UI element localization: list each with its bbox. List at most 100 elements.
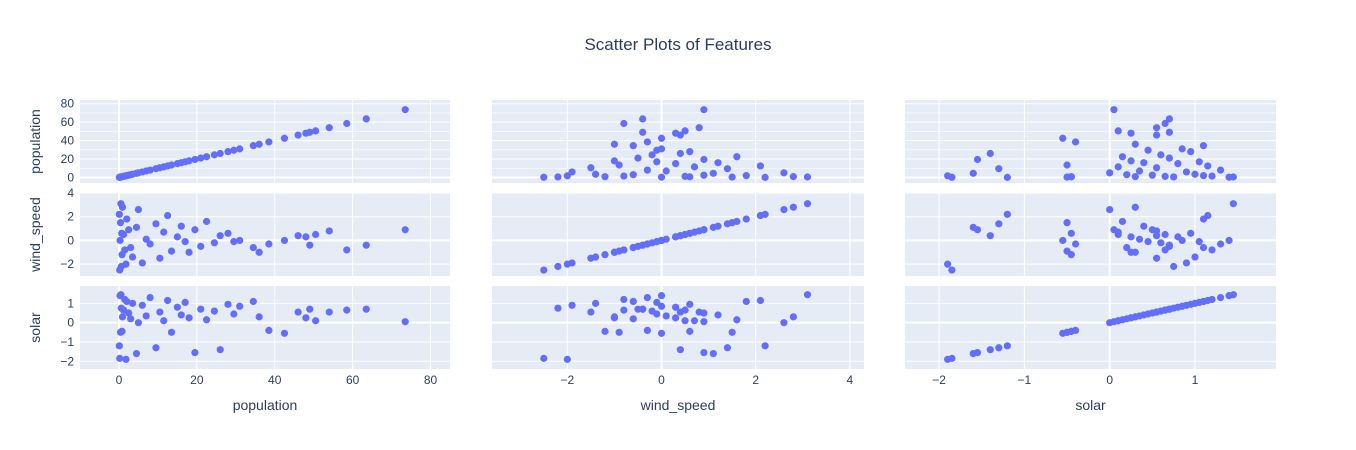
- point: [639, 128, 647, 136]
- point: [134, 206, 143, 214]
- point: [1106, 206, 1114, 214]
- point: [121, 295, 129, 304]
- point: [1195, 158, 1203, 166]
- point: [700, 318, 708, 326]
- point: [116, 236, 124, 245]
- point: [1204, 162, 1212, 170]
- point: [127, 315, 135, 323]
- point: [568, 301, 576, 309]
- point: [662, 312, 670, 320]
- point: [686, 148, 694, 156]
- point: [160, 317, 168, 325]
- point: [610, 157, 619, 165]
- point: [1131, 313, 1139, 321]
- point: [700, 155, 708, 164]
- point: [657, 292, 666, 300]
- point: [167, 161, 176, 169]
- point: [236, 145, 244, 153]
- point: [1165, 115, 1173, 123]
- point: [1165, 241, 1173, 249]
- point: [117, 304, 125, 312]
- point: [969, 169, 977, 177]
- point: [1199, 297, 1208, 306]
- point: [197, 154, 205, 162]
- point: [1114, 127, 1122, 135]
- point: [742, 297, 750, 306]
- point: [714, 311, 722, 319]
- point: [610, 140, 619, 148]
- point: [601, 251, 609, 259]
- point: [401, 106, 409, 114]
- point: [312, 230, 320, 239]
- point: [789, 203, 797, 211]
- point: [686, 327, 694, 335]
- point: [629, 171, 637, 179]
- point: [1157, 151, 1165, 159]
- point: [629, 243, 637, 252]
- point: [224, 300, 232, 308]
- point: [728, 173, 736, 181]
- point: [1191, 299, 1199, 307]
- point: [1067, 173, 1075, 181]
- point: [1204, 211, 1212, 220]
- point: [255, 313, 263, 321]
- point: [620, 246, 628, 254]
- point: [686, 300, 694, 308]
- point: [700, 309, 708, 317]
- point: [210, 307, 218, 315]
- point: [610, 313, 619, 321]
- point: [362, 241, 370, 249]
- point: [639, 305, 647, 313]
- point: [249, 297, 257, 306]
- point: [210, 239, 218, 247]
- point: [325, 308, 333, 316]
- point: [648, 151, 656, 159]
- point: [160, 228, 168, 236]
- point: [1140, 222, 1148, 230]
- point: [167, 247, 176, 255]
- point: [620, 172, 628, 180]
- point: [1059, 236, 1067, 245]
- point: [657, 302, 666, 310]
- point: [118, 173, 126, 181]
- point: [181, 238, 189, 246]
- point: [709, 349, 717, 358]
- point: [1063, 219, 1071, 227]
- point: [177, 311, 185, 319]
- point: [1118, 153, 1127, 161]
- point: [761, 210, 769, 218]
- point: [563, 172, 571, 180]
- point: [249, 243, 257, 252]
- point: [973, 226, 982, 234]
- point: [1191, 253, 1199, 261]
- point: [643, 293, 651, 302]
- point: [629, 315, 637, 323]
- point: [265, 326, 273, 334]
- point: [1170, 262, 1178, 271]
- chart-title: Scatter Plots of Features: [584, 35, 771, 54]
- point: [125, 226, 133, 234]
- x-tick-label: 20: [190, 373, 204, 387]
- point: [325, 124, 333, 132]
- point: [1148, 171, 1156, 179]
- x-tick-label: 4: [847, 373, 854, 387]
- point: [1152, 131, 1161, 139]
- point: [780, 319, 788, 327]
- point: [948, 266, 956, 274]
- point: [118, 313, 127, 321]
- point: [1140, 159, 1148, 167]
- point: [164, 211, 172, 220]
- panel-population-vs-solar: [905, 100, 1276, 183]
- x-tick-label: 80: [424, 373, 438, 387]
- point: [138, 301, 146, 309]
- point: [1063, 247, 1071, 255]
- y-axis-title: population: [27, 109, 43, 174]
- point: [230, 238, 238, 246]
- y-axis-title: solar: [27, 312, 43, 343]
- point: [686, 229, 694, 237]
- point: [401, 226, 409, 234]
- point: [1187, 229, 1195, 237]
- x-tick-label: 2: [752, 373, 759, 387]
- point: [255, 248, 263, 256]
- point: [995, 220, 1003, 228]
